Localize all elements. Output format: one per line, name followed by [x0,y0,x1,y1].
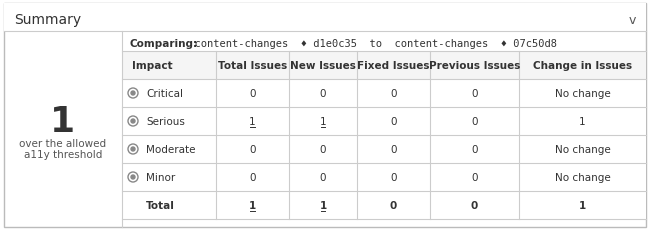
Text: Comparing:: Comparing: [130,39,198,49]
Text: 1: 1 [51,105,75,138]
Circle shape [128,116,138,126]
Bar [122,135,646,163]
Text: v: v [629,13,636,26]
Text: 0: 0 [390,89,396,99]
Text: New Issues: New Issues [290,61,356,71]
Text: Fixed Issues: Fixed Issues [358,61,430,71]
Text: 0: 0 [471,116,478,126]
Text: 1: 1 [579,116,586,126]
Text: a11y threshold: a11y threshold [24,149,102,159]
Text: 1: 1 [249,200,256,210]
Text: Summary: Summary [14,13,81,27]
Text: Impact: Impact [132,61,173,71]
Text: 1: 1 [579,200,586,210]
Circle shape [131,175,135,179]
Text: 1: 1 [320,116,326,126]
Text: 0: 0 [471,89,478,99]
Bar [122,52,646,80]
Bar [122,80,646,108]
Text: 0: 0 [471,172,478,182]
Text: No change: No change [554,89,610,99]
Circle shape [131,92,135,96]
Text: 0: 0 [249,89,255,99]
Text: 0: 0 [471,200,478,210]
Circle shape [128,144,138,154]
Text: No change: No change [554,172,610,182]
Text: 1: 1 [249,116,256,126]
Text: Total: Total [146,200,175,210]
Text: 0: 0 [471,144,478,154]
Text: content-changes  ♦ d1e0c35  to  content-changes  ♦ 07c50d8: content-changes ♦ d1e0c35 to content-cha… [182,39,557,49]
Bar [122,108,646,135]
Circle shape [131,147,135,151]
Bar [4,4,646,32]
Bar [122,163,646,191]
Circle shape [131,119,135,123]
Circle shape [128,172,138,182]
Text: 1: 1 [319,200,326,210]
Text: Moderate: Moderate [146,144,196,154]
Text: No change: No change [554,144,610,154]
Text: 0: 0 [390,144,396,154]
Text: Previous Issues: Previous Issues [429,61,520,71]
Text: 0: 0 [390,172,396,182]
Text: Total Issues: Total Issues [218,61,287,71]
Text: Minor: Minor [146,172,176,182]
Text: over the allowed: over the allowed [20,138,107,148]
Text: 0: 0 [320,144,326,154]
Text: 0: 0 [390,116,396,126]
Text: 0: 0 [320,89,326,99]
Text: Serious: Serious [146,116,185,126]
Text: 0: 0 [390,200,397,210]
Text: 0: 0 [249,172,255,182]
Text: Critical: Critical [146,89,183,99]
Bar [122,191,646,219]
Text: 0: 0 [320,172,326,182]
Circle shape [128,89,138,99]
Text: 0: 0 [249,144,255,154]
Text: Change in Issues: Change in Issues [533,61,632,71]
